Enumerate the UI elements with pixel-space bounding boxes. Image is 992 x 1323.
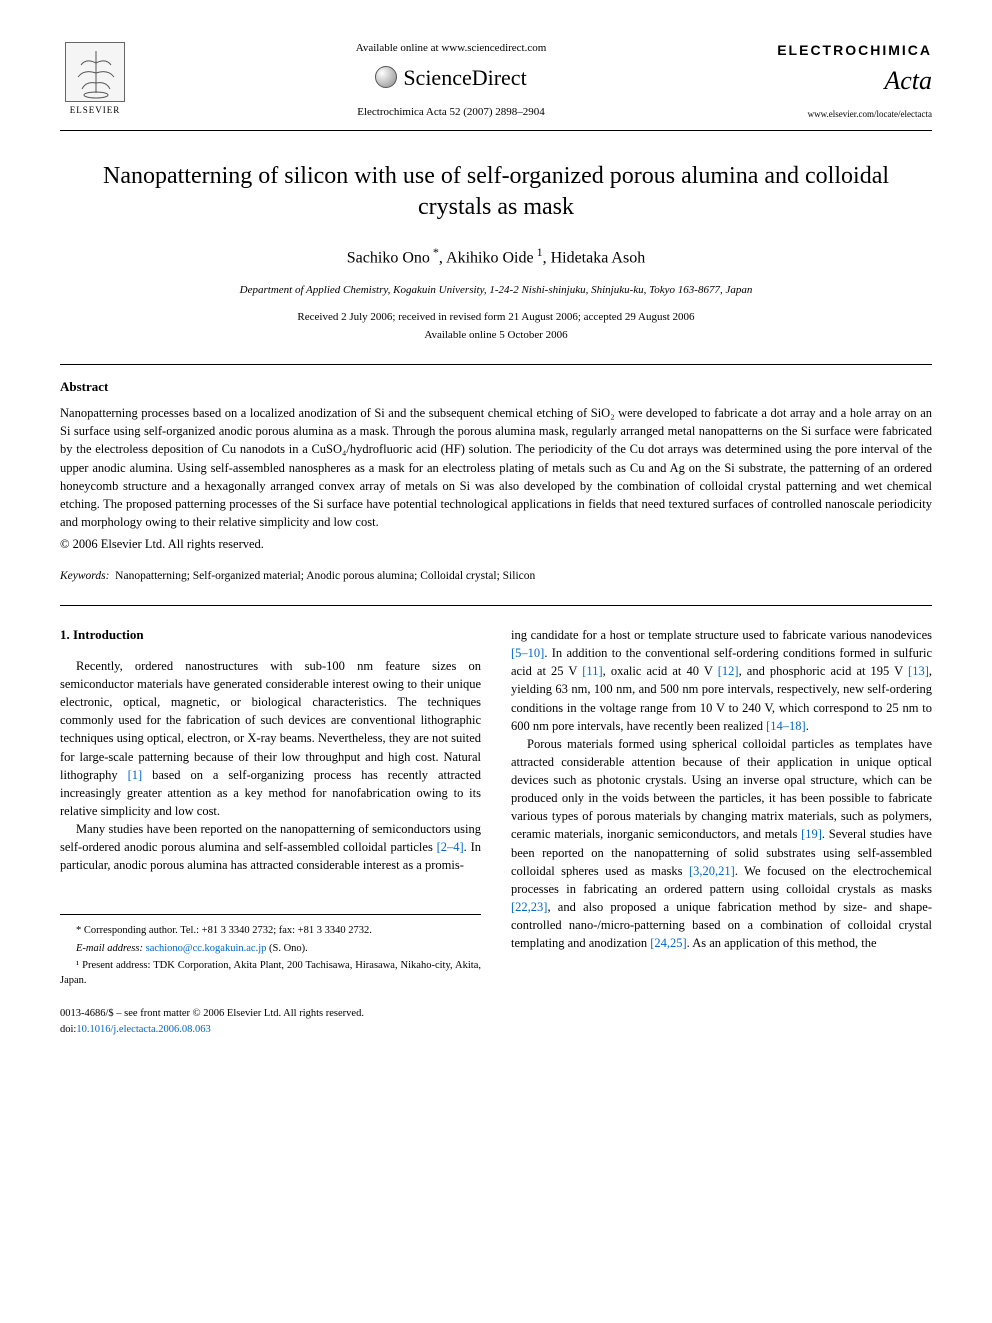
ref-link-10[interactable]: [22,23] [511, 900, 547, 914]
present-address: ¹ Present address: TDK Corporation, Akit… [60, 958, 481, 988]
email-attribution: (S. Ono). [266, 943, 307, 954]
left-column: 1. Introduction Recently, ordered nanost… [60, 626, 481, 990]
ref-link-4[interactable]: [11] [582, 664, 602, 678]
corresponding-author: * Corresponding author. Tel.: +81 3 3340… [60, 923, 481, 938]
journal-box: ELECTROCHIMICA Acta www.elsevier.com/loc… [772, 40, 932, 122]
available-online-text: Available online at www.sciencedirect.co… [130, 40, 772, 57]
article-title: Nanopatterning of silicon with use of se… [100, 161, 892, 223]
keywords: Keywords: Nanopatterning; Self-organized… [60, 568, 932, 585]
pre-abstract-rule [60, 364, 932, 365]
header-center: Available online at www.sciencedirect.co… [130, 40, 772, 120]
intro-p1: Recently, ordered nanostructures with su… [60, 657, 481, 820]
author-1: Sachiko Ono [347, 249, 430, 266]
authors: Sachiko Ono *, Akihiko Oide 1, Hidetaka … [60, 243, 932, 270]
journal-reference: Electrochimica Acta 52 (2007) 2898–2904 [130, 104, 772, 121]
email-label: E-mail address: [76, 943, 143, 954]
ref-link-3[interactable]: [5–10] [511, 646, 544, 660]
keywords-list: Nanopatterning; Self-organized material;… [112, 570, 535, 582]
author-2: Akihiko Oide [446, 249, 534, 266]
post-abstract-rule [60, 605, 932, 606]
body-columns: 1. Introduction Recently, ordered nanost… [60, 626, 932, 990]
intro-p4: Porous materials formed using spherical … [511, 735, 932, 953]
sd-brand-text: ScienceDirect [403, 61, 526, 94]
ref-link-11[interactable]: [24,25] [650, 936, 686, 950]
header-rule [60, 130, 932, 131]
ref-link-6[interactable]: [13] [908, 664, 929, 678]
ref-link-7[interactable]: [14–18] [766, 719, 806, 733]
ref-link-1[interactable]: [1] [128, 768, 143, 782]
ref-link-9[interactable]: [3,20,21] [689, 864, 735, 878]
author-2-mark: 1 [534, 245, 543, 259]
doi-link[interactable]: 10.1016/j.electacta.2006.08.063 [76, 1024, 210, 1035]
ref-link-8[interactable]: [19] [801, 827, 822, 841]
abstract-heading: Abstract [60, 377, 932, 397]
abstract-text: Nanopatterning processes based on a loca… [60, 404, 932, 531]
header-row: ELSEVIER Available online at www.science… [60, 40, 932, 122]
received-dates: Received 2 July 2006; received in revise… [60, 309, 932, 326]
email-line: E-mail address: sachiono@cc.kogakuin.ac.… [60, 941, 481, 956]
sciencedirect-logo: ScienceDirect [130, 61, 772, 94]
bottom-info: 0013-4686/$ – see front matter © 2006 El… [60, 1006, 932, 1038]
copyright: © 2006 Elsevier Ltd. All rights reserved… [60, 535, 932, 554]
keywords-label: Keywords: [60, 570, 109, 582]
intro-p3: ing candidate for a host or template str… [511, 626, 932, 735]
issn-line: 0013-4686/$ – see front matter © 2006 El… [60, 1006, 932, 1022]
publisher-name: ELSEVIER [70, 104, 121, 118]
sd-globe-icon [375, 66, 397, 88]
ref-link-2[interactable]: [2–4] [437, 840, 464, 854]
right-column: ing candidate for a host or template str… [511, 626, 932, 990]
journal-url: www.elsevier.com/locate/electacta [772, 108, 932, 122]
email-link[interactable]: sachiono@cc.kogakuin.ac.jp [146, 943, 267, 954]
intro-p2: Many studies have been reported on the n… [60, 820, 481, 874]
elsevier-tree-icon [65, 42, 125, 102]
intro-heading: 1. Introduction [60, 626, 481, 645]
author-3: Hidetaka Asoh [551, 249, 646, 266]
doi-line: doi:10.1016/j.electacta.2006.08.063 [60, 1022, 932, 1038]
journal-subtitle: Acta [772, 61, 932, 100]
online-date: Available online 5 October 2006 [60, 327, 932, 344]
footnotes: * Corresponding author. Tel.: +81 3 3340… [60, 914, 481, 988]
ref-link-5[interactable]: [12] [718, 664, 739, 678]
affiliation: Department of Applied Chemistry, Kogakui… [60, 282, 932, 299]
author-1-mark: * [430, 245, 439, 259]
elsevier-logo: ELSEVIER [60, 40, 130, 120]
journal-name: ELECTROCHIMICA [772, 40, 932, 61]
